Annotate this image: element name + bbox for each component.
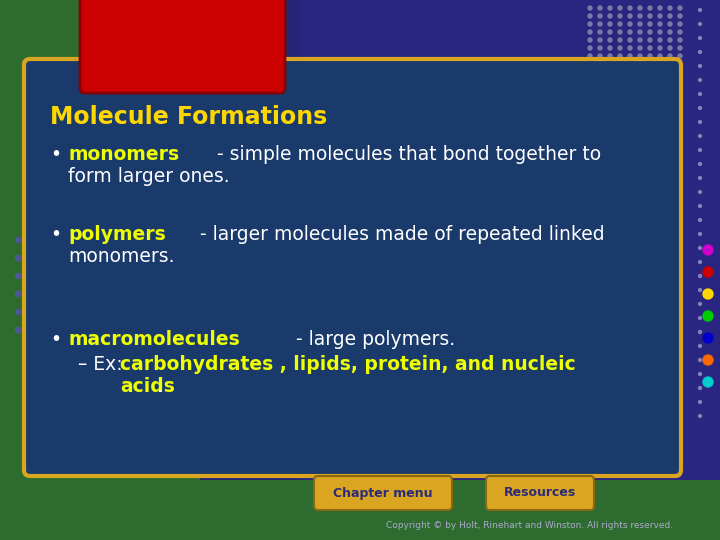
Circle shape — [658, 46, 662, 50]
Text: - large polymers.: - large polymers. — [289, 330, 455, 349]
Circle shape — [598, 30, 602, 34]
Circle shape — [698, 401, 701, 403]
Circle shape — [658, 54, 662, 58]
Circle shape — [588, 22, 592, 26]
Circle shape — [678, 46, 682, 50]
Circle shape — [698, 260, 701, 264]
Circle shape — [698, 92, 701, 96]
Circle shape — [668, 22, 672, 26]
Circle shape — [628, 30, 632, 34]
Circle shape — [703, 267, 713, 277]
FancyBboxPatch shape — [314, 476, 452, 510]
Circle shape — [608, 38, 612, 42]
Text: •: • — [50, 145, 61, 164]
FancyBboxPatch shape — [80, 0, 285, 93]
Text: Resources: Resources — [504, 487, 576, 500]
Circle shape — [698, 23, 701, 25]
Circle shape — [16, 255, 20, 260]
Text: form larger ones.: form larger ones. — [68, 167, 230, 186]
Circle shape — [658, 30, 662, 34]
Circle shape — [638, 38, 642, 42]
Circle shape — [703, 377, 713, 387]
Circle shape — [628, 54, 632, 58]
Circle shape — [698, 163, 701, 165]
Circle shape — [698, 387, 701, 389]
Circle shape — [618, 46, 622, 50]
Text: Molecule Formations: Molecule Formations — [50, 105, 328, 129]
FancyBboxPatch shape — [24, 59, 681, 476]
Circle shape — [668, 14, 672, 18]
Circle shape — [678, 6, 682, 10]
Circle shape — [698, 9, 701, 11]
Circle shape — [678, 30, 682, 34]
Circle shape — [648, 14, 652, 18]
Text: Chapter menu: Chapter menu — [333, 487, 433, 500]
Circle shape — [658, 38, 662, 42]
Circle shape — [698, 288, 701, 292]
Circle shape — [658, 6, 662, 10]
Circle shape — [628, 22, 632, 26]
Circle shape — [668, 46, 672, 50]
Text: Copyright © by Holt, Rinehart and Winston. All rights reserved.: Copyright © by Holt, Rinehart and Winsto… — [387, 521, 674, 530]
Circle shape — [698, 134, 701, 138]
Circle shape — [588, 54, 592, 58]
Circle shape — [698, 316, 701, 320]
Text: - simple molecules that bond together to: - simple molecules that bond together to — [212, 145, 601, 164]
Circle shape — [628, 38, 632, 42]
Circle shape — [598, 6, 602, 10]
Circle shape — [698, 177, 701, 179]
Circle shape — [698, 233, 701, 235]
Circle shape — [703, 311, 713, 321]
Circle shape — [698, 148, 701, 152]
Circle shape — [698, 330, 701, 334]
Circle shape — [698, 302, 701, 306]
Circle shape — [678, 54, 682, 58]
FancyBboxPatch shape — [300, 0, 720, 480]
Circle shape — [648, 38, 652, 42]
Circle shape — [698, 106, 701, 110]
Text: .: . — [157, 377, 163, 396]
Text: - larger molecules made of repeated linked: - larger molecules made of repeated link… — [194, 225, 605, 244]
Text: carbohydrates , lipids, protein, and nucleic: carbohydrates , lipids, protein, and nuc… — [120, 355, 576, 374]
Circle shape — [668, 38, 672, 42]
Circle shape — [588, 6, 592, 10]
Circle shape — [648, 22, 652, 26]
Circle shape — [668, 30, 672, 34]
Circle shape — [698, 246, 701, 249]
Circle shape — [16, 292, 20, 296]
Circle shape — [638, 30, 642, 34]
Circle shape — [598, 46, 602, 50]
Circle shape — [698, 37, 701, 39]
Circle shape — [598, 54, 602, 58]
Circle shape — [608, 30, 612, 34]
Circle shape — [668, 54, 672, 58]
Circle shape — [698, 373, 701, 375]
Circle shape — [698, 120, 701, 124]
Text: polymers: polymers — [68, 225, 166, 244]
Text: •: • — [50, 225, 61, 244]
Text: monomers: monomers — [68, 145, 179, 164]
Circle shape — [618, 54, 622, 58]
Circle shape — [618, 14, 622, 18]
Circle shape — [703, 289, 713, 299]
FancyBboxPatch shape — [486, 476, 594, 510]
Circle shape — [698, 205, 701, 207]
Circle shape — [698, 345, 701, 348]
Circle shape — [608, 6, 612, 10]
Circle shape — [648, 6, 652, 10]
Circle shape — [618, 30, 622, 34]
Circle shape — [703, 355, 713, 365]
Circle shape — [698, 359, 701, 361]
Circle shape — [588, 38, 592, 42]
Circle shape — [668, 6, 672, 10]
Circle shape — [658, 14, 662, 18]
Circle shape — [588, 30, 592, 34]
Circle shape — [678, 14, 682, 18]
Circle shape — [16, 309, 20, 314]
Circle shape — [678, 38, 682, 42]
Circle shape — [588, 46, 592, 50]
Circle shape — [608, 22, 612, 26]
Circle shape — [588, 14, 592, 18]
Circle shape — [618, 38, 622, 42]
